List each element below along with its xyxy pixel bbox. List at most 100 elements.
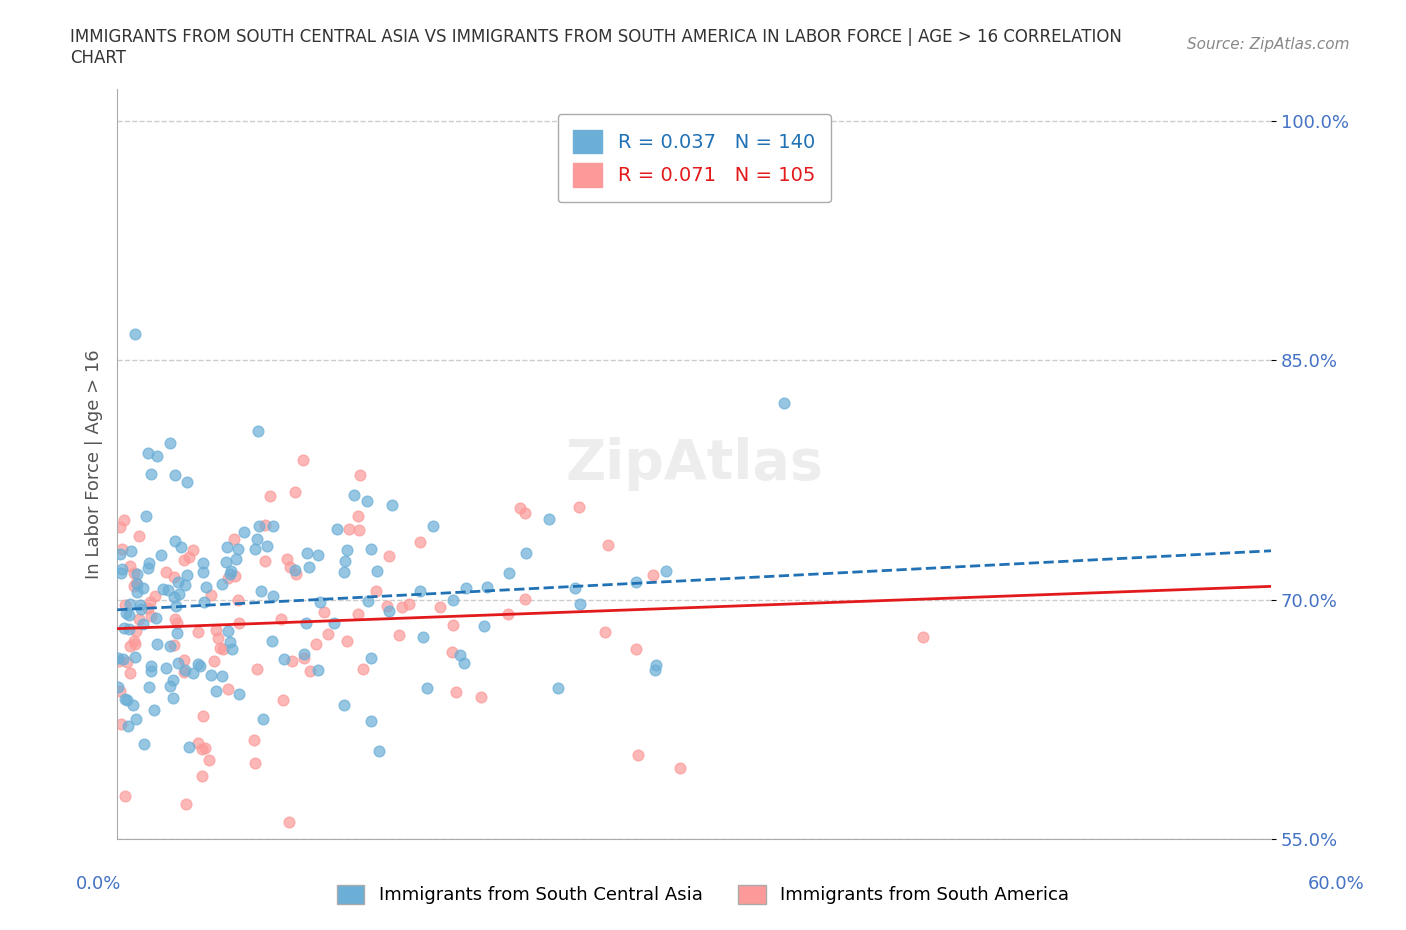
Point	[336, 542, 359, 557]
Point	[381, 497, 404, 512]
Point	[307, 548, 329, 563]
Point	[124, 579, 146, 594]
Point	[221, 642, 243, 657]
Point	[343, 487, 366, 502]
Point	[360, 542, 382, 557]
Point	[166, 574, 188, 589]
Point	[179, 739, 201, 754]
Point	[150, 548, 173, 563]
Point	[356, 593, 378, 608]
Point	[163, 638, 186, 653]
Point	[283, 562, 305, 577]
Point	[409, 535, 432, 550]
Text: 60.0%: 60.0%	[1308, 874, 1364, 893]
Point	[114, 598, 136, 613]
Point	[129, 602, 152, 617]
Y-axis label: In Labor Force | Age > 16: In Labor Force | Age > 16	[86, 350, 103, 579]
Point	[134, 737, 156, 751]
Point	[273, 651, 295, 666]
Point	[138, 445, 160, 460]
Point	[183, 542, 205, 557]
Point	[247, 518, 270, 533]
Point	[441, 618, 464, 632]
Point	[219, 566, 242, 581]
Point	[262, 519, 284, 534]
Text: Source: ZipAtlas.com: Source: ZipAtlas.com	[1187, 37, 1350, 52]
Point	[179, 550, 201, 565]
Point	[217, 624, 239, 639]
Point	[366, 583, 388, 598]
Point	[256, 538, 278, 553]
Point	[246, 531, 269, 546]
Point	[122, 565, 145, 580]
Point	[176, 475, 198, 490]
Point	[191, 556, 214, 571]
Point	[159, 638, 181, 653]
Point	[224, 532, 246, 547]
Point	[110, 717, 132, 732]
Point	[156, 582, 179, 597]
Point	[143, 588, 166, 603]
Point	[278, 559, 301, 574]
Point	[194, 741, 217, 756]
Point	[125, 624, 148, 639]
Point	[326, 521, 349, 536]
Point	[200, 587, 222, 602]
Point	[190, 769, 212, 784]
Point	[284, 567, 307, 582]
Point	[124, 636, 146, 651]
Point	[515, 591, 537, 606]
Point	[228, 686, 250, 701]
Point	[118, 622, 141, 637]
Text: IMMIGRANTS FROM SOUTH CENTRAL ASIA VS IMMIGRANTS FROM SOUTH AMERICA IN LABOR FOR: IMMIGRANTS FROM SOUTH CENTRAL ASIA VS IM…	[70, 28, 1122, 67]
Point	[254, 553, 277, 568]
Point	[375, 599, 398, 614]
Point	[204, 623, 226, 638]
Point	[122, 633, 145, 648]
Point	[277, 815, 299, 830]
Point	[146, 448, 169, 463]
Point	[110, 546, 132, 561]
Point	[173, 552, 195, 567]
Point	[429, 600, 451, 615]
Point	[270, 612, 292, 627]
Point	[202, 653, 225, 668]
Point	[316, 626, 339, 641]
Point	[440, 644, 463, 659]
Point	[598, 538, 620, 552]
Point	[515, 505, 537, 520]
Point	[174, 797, 197, 812]
Point	[308, 595, 330, 610]
Point	[139, 594, 162, 609]
Point	[124, 326, 146, 341]
Point	[422, 519, 444, 534]
Point	[200, 667, 222, 682]
Point	[108, 684, 131, 698]
Point	[496, 607, 519, 622]
Point	[112, 620, 135, 635]
Point	[128, 611, 150, 626]
Point	[226, 541, 249, 556]
Point	[173, 664, 195, 679]
Point	[547, 681, 569, 696]
Point	[169, 539, 191, 554]
Point	[644, 663, 666, 678]
Point	[110, 566, 132, 581]
Point	[191, 709, 214, 724]
Point	[155, 660, 177, 675]
Point	[174, 578, 197, 592]
Point	[108, 654, 131, 669]
Point	[228, 616, 250, 631]
Point	[444, 684, 467, 699]
Point	[219, 564, 242, 578]
Point	[245, 542, 267, 557]
Point	[246, 661, 269, 676]
Text: 0.0%: 0.0%	[76, 874, 121, 893]
Point	[773, 395, 796, 410]
Point	[537, 512, 560, 526]
Point	[337, 521, 360, 536]
Point	[260, 634, 283, 649]
Point	[124, 649, 146, 664]
Point	[111, 652, 134, 667]
Point	[352, 661, 374, 676]
